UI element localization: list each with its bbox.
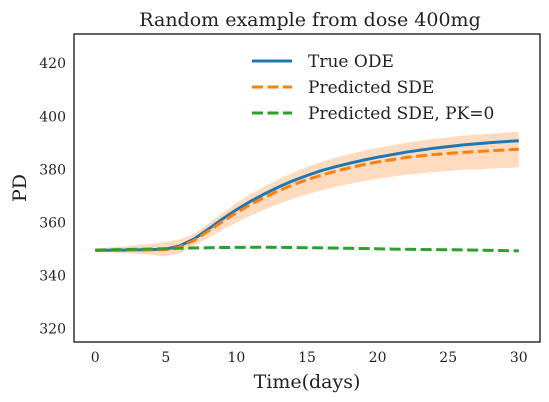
legend-label-true-ode: True ODE	[308, 52, 394, 72]
y-tick-label: 360	[39, 216, 66, 232]
y-axis-ticks: 320 340 360 380 400 420	[39, 56, 66, 338]
x-axis-ticks: 0 5 10 15 20 25 30	[91, 350, 528, 366]
x-tick-label: 10	[227, 350, 245, 366]
x-tick-label: 20	[369, 350, 387, 366]
legend-label-predicted-sde: Predicted SDE	[308, 78, 434, 98]
legend-label-predicted-sde-pk-0: Predicted SDE, PK=0	[308, 104, 494, 124]
x-tick-label: 25	[439, 350, 457, 366]
plot-area	[73, 33, 541, 343]
x-tick-label: 15	[298, 350, 316, 366]
sde-confidence-band	[95, 131, 519, 257]
plot-contents	[95, 131, 519, 257]
y-tick-label: 380	[39, 162, 66, 178]
legend: True ODE Predicted SDE Predicted SDE, PK=0	[252, 52, 494, 124]
y-tick-label: 420	[39, 56, 66, 72]
x-tick-label: 5	[161, 350, 170, 366]
x-tick-label: 30	[510, 350, 528, 366]
x-axis-label: Time(days)	[254, 371, 361, 393]
chart-title: Random example from dose 400mg	[139, 9, 480, 31]
series-line-predicted-sde-pk-0	[95, 245, 519, 253]
y-tick-label: 320	[39, 322, 66, 338]
y-tick-label: 340	[39, 269, 66, 285]
y-tick-label: 400	[39, 109, 66, 125]
axes-frame	[73, 33, 541, 343]
x-tick-label: 0	[91, 350, 100, 366]
y-axis-label: PD	[9, 174, 31, 202]
